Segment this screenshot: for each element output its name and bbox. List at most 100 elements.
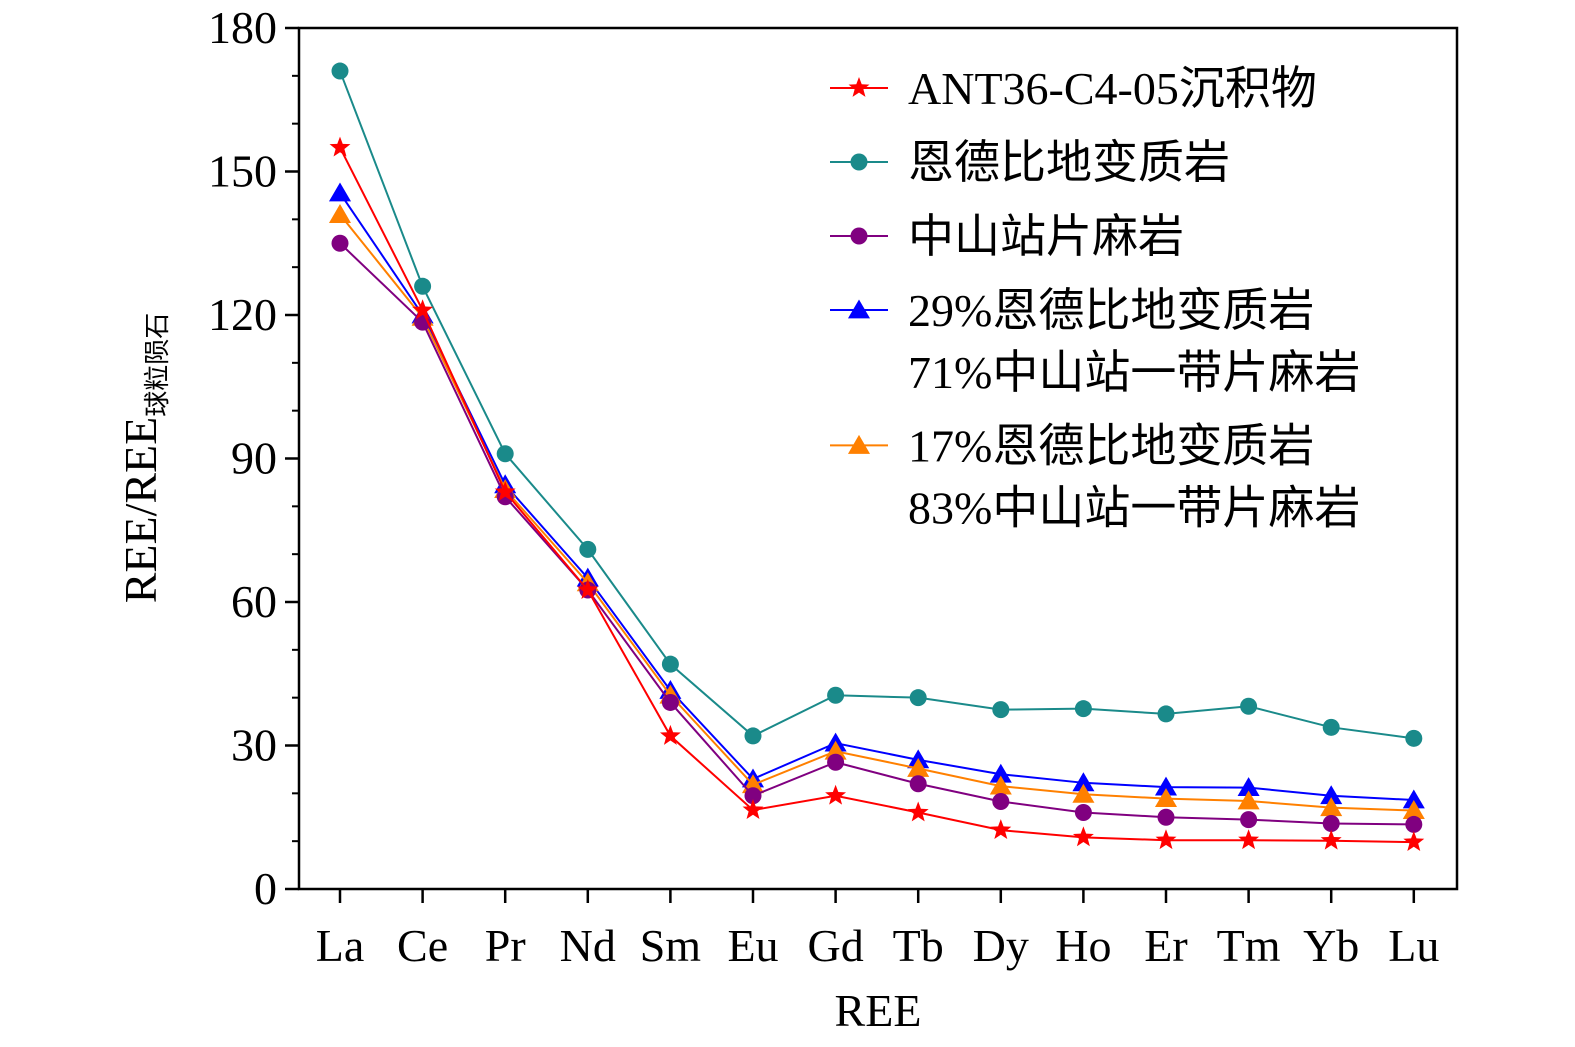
data-point — [909, 689, 927, 707]
legend-item: 17%恩德比地变质岩 83%中山站一带片麻岩 — [830, 420, 1360, 533]
data-point — [827, 686, 845, 704]
legend-label: 83%中山站一带片麻岩 — [908, 482, 1360, 533]
x-tick-label: La — [316, 920, 365, 971]
x-axis-label: REE — [835, 985, 922, 1036]
legend-item: ANT36-C4-05沉积物 — [830, 63, 1317, 114]
data-point — [1072, 826, 1094, 847]
data-point — [1322, 718, 1340, 736]
data-point — [1240, 811, 1258, 829]
data-point — [577, 579, 599, 599]
data-point — [659, 724, 681, 745]
series-0 — [331, 62, 1423, 747]
data-point — [579, 540, 597, 558]
series-line — [339, 242, 1414, 826]
data-point — [742, 799, 764, 819]
x-tick-label: Lu — [1388, 920, 1439, 971]
data-point — [331, 62, 349, 80]
legend-label: ANT36-C4-05沉积物 — [908, 63, 1317, 114]
data-point — [661, 655, 679, 673]
x-tick-label: Dy — [973, 920, 1029, 971]
data-point — [414, 277, 432, 295]
data-point — [331, 234, 349, 252]
data-point — [824, 740, 847, 760]
data-point — [909, 775, 927, 793]
series-line — [339, 213, 1414, 812]
x-tick-label: Yb — [1303, 920, 1359, 971]
data-point — [412, 299, 434, 320]
legend-label: 恩德比地变质岩 — [908, 137, 1230, 188]
x-tick-label: Pr — [485, 920, 526, 971]
data-point — [328, 182, 352, 202]
data-point — [494, 480, 516, 501]
data-point — [1074, 700, 1092, 718]
x-tick-label: Er — [1144, 920, 1187, 971]
data-point — [1237, 777, 1260, 796]
series-line — [339, 192, 1414, 802]
data-point — [1072, 772, 1095, 792]
legend-item: 恩德比地变质岩 — [830, 137, 1230, 188]
series-line — [339, 147, 1414, 844]
data-point — [907, 801, 929, 822]
data-point — [1154, 776, 1178, 796]
data-point — [661, 693, 679, 711]
data-point — [992, 701, 1010, 719]
data-point — [744, 787, 762, 805]
series-layer — [328, 62, 1425, 852]
x-tick-label: Nd — [560, 920, 616, 971]
y-tick-label: 150 — [208, 146, 277, 197]
y-axis: 0 30 60 90 120 150 180 — [208, 2, 299, 914]
data-point — [1157, 808, 1175, 826]
data-point — [1154, 788, 1178, 807]
legend-label: 71%中山站一带片麻岩 — [908, 347, 1360, 398]
data-point — [907, 757, 930, 777]
legend-marker — [848, 77, 870, 97]
legend-marker — [847, 299, 871, 319]
x-tick-label: Gd — [807, 920, 863, 971]
data-point — [1240, 697, 1258, 715]
y-axis-label: REE/REE球粒陨石 — [115, 313, 173, 604]
y-tick-label: 0 — [254, 863, 277, 914]
series-4 — [329, 136, 1425, 852]
data-point — [825, 784, 847, 805]
y-tick-label: 30 — [231, 720, 277, 771]
data-point — [1155, 829, 1177, 850]
data-point — [1402, 789, 1425, 809]
data-point — [1405, 729, 1423, 747]
y-axis-label-sub: 球粒陨石 — [143, 313, 173, 417]
y-tick-label: 120 — [208, 289, 277, 340]
data-point — [1322, 814, 1340, 832]
x-tick-label: Tb — [893, 920, 944, 971]
x-tick-label: Eu — [727, 920, 778, 971]
legend-label: 29%恩德比地变质岩 — [908, 285, 1314, 336]
legend-marker — [847, 434, 871, 454]
data-point — [989, 775, 1012, 795]
data-point — [1403, 831, 1425, 852]
data-point — [1320, 797, 1343, 817]
x-tick-label: Sm — [640, 920, 702, 971]
series-line — [339, 70, 1414, 740]
data-point — [989, 763, 1012, 783]
data-point — [827, 753, 845, 771]
x-axis: La Ce Pr Nd Sm Eu Gd Tb Dy Ho Er Tm Yb Lu — [316, 889, 1439, 971]
legend-label: 17%恩德比地变质岩 — [908, 420, 1314, 471]
y-axis-label-main: REE/REE — [115, 417, 166, 604]
y-tick-label: 180 — [208, 2, 277, 53]
data-point — [1072, 783, 1095, 803]
x-tick-label: Tm — [1217, 920, 1281, 971]
y-tick-label: 90 — [231, 433, 277, 484]
legend-label: 中山站片麻岩 — [908, 211, 1184, 262]
data-point — [329, 136, 351, 157]
data-point — [1320, 785, 1343, 805]
x-tick-label: Ho — [1055, 920, 1111, 971]
data-point — [990, 819, 1012, 840]
data-point — [1320, 829, 1342, 850]
data-point — [1157, 705, 1175, 723]
x-tick-label: Ce — [397, 920, 448, 971]
data-point — [1238, 829, 1260, 850]
legend-marker — [850, 227, 868, 245]
data-point — [1405, 815, 1423, 833]
data-point — [744, 727, 762, 745]
y-tick-label: 60 — [231, 576, 277, 627]
